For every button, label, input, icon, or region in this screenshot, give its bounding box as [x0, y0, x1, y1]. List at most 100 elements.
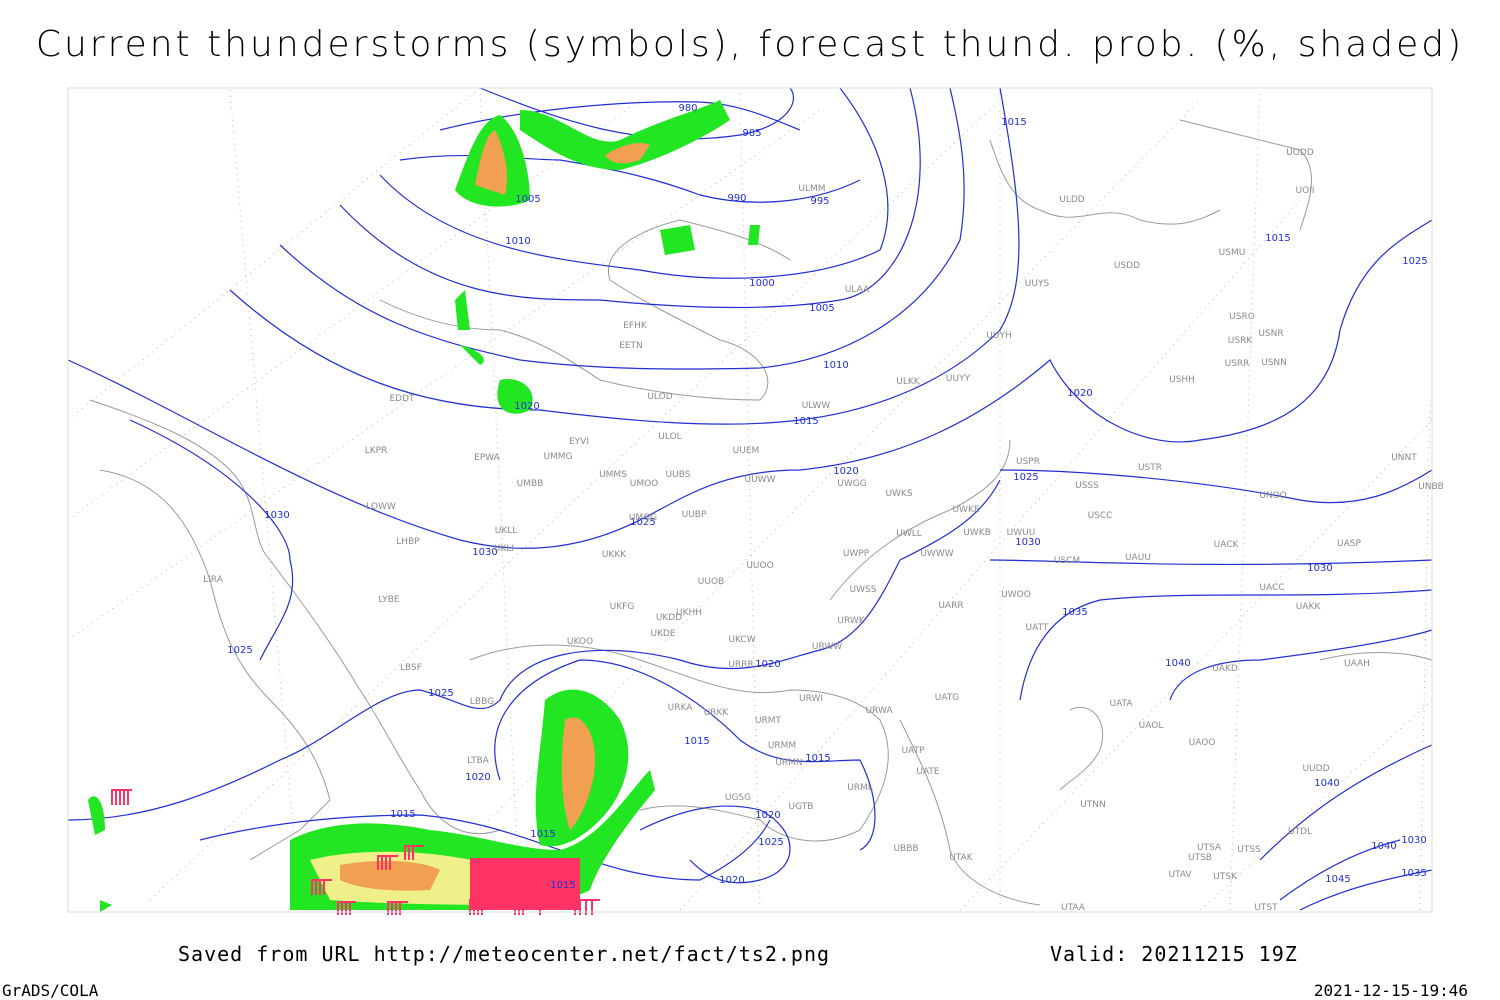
- station-code: UUBP: [682, 510, 707, 520]
- station-code: ULKK: [896, 377, 921, 387]
- station-code: URWA: [865, 706, 893, 716]
- station-code: UATE: [916, 767, 940, 777]
- station-code: UKLI: [494, 544, 514, 554]
- isobar-label: 1030: [1307, 563, 1332, 574]
- station-code: UATT: [1026, 623, 1049, 633]
- station-code: USNN: [1261, 358, 1287, 368]
- station-code: EPWA: [474, 453, 501, 463]
- station-code: UKOO: [567, 637, 593, 647]
- isobar-label: 1040: [1314, 778, 1339, 789]
- station-code: UAOO: [1189, 738, 1216, 748]
- station-code: UGTB: [789, 802, 814, 812]
- station-code: UUDD: [1302, 764, 1329, 774]
- isobar-label: 1030: [1015, 537, 1040, 548]
- isobar-label: 1030: [1401, 835, 1426, 846]
- station-code: USCM: [1054, 556, 1080, 566]
- station-code: ULAA: [845, 285, 870, 295]
- station-code: UTNN: [1080, 800, 1106, 810]
- isobar-label: 1025: [428, 688, 453, 699]
- isobar-label: 1025: [1402, 256, 1427, 267]
- isobar-label: 1020: [719, 875, 744, 886]
- station-code: LHBP: [396, 537, 420, 547]
- station-code: UUBS: [666, 470, 691, 480]
- station-code: UASP: [1337, 539, 1361, 549]
- station-code: UMMS: [599, 470, 627, 480]
- station-code: UTSS: [1237, 845, 1261, 855]
- station-code: UUYS: [1025, 279, 1050, 289]
- station-code: UWGG: [837, 479, 866, 489]
- isobar-label: 1020: [1067, 388, 1092, 399]
- station-code: UTSK: [1213, 872, 1238, 882]
- station-code: UTSB: [1188, 853, 1212, 863]
- isobar-label: 1030: [264, 510, 289, 521]
- station-code: USHH: [1169, 375, 1195, 385]
- isobar-label: 1020: [755, 810, 780, 821]
- station-code: UMGG: [629, 513, 657, 523]
- station-code: UWKE: [952, 505, 979, 515]
- isobar-label: 1035: [1401, 868, 1426, 879]
- station-code: ULWW: [802, 401, 831, 411]
- station-code: UUOO: [746, 561, 773, 571]
- isobar-label: 1010: [823, 360, 848, 371]
- station-code: UARR: [938, 601, 963, 611]
- station-code: ULOD: [647, 392, 672, 402]
- station-code: UGSG: [725, 793, 751, 803]
- isobar-label: 1015: [530, 829, 555, 840]
- station-code: USNR: [1258, 329, 1283, 339]
- station-code: UWSS: [850, 585, 877, 595]
- station-code: UUYY: [946, 374, 971, 384]
- station-code: ULMM: [798, 184, 825, 194]
- station-code: UTDL: [1288, 827, 1312, 837]
- station-code: USDD: [1114, 261, 1140, 271]
- station-code: UWUU: [1007, 528, 1036, 538]
- isobar-label: 990: [727, 193, 746, 204]
- isobar-label: 1025: [1013, 472, 1038, 483]
- station-code: UUYH: [986, 331, 1011, 341]
- station-code: LKPR: [365, 446, 388, 456]
- station-code: UKKK: [602, 550, 627, 560]
- station-code: UNBB: [1418, 482, 1444, 492]
- station-code: UAUU: [1125, 553, 1151, 563]
- station-code: URWK: [837, 616, 865, 626]
- software: GrADS/COLA: [2, 981, 99, 1000]
- station-code: UUWW: [745, 475, 776, 485]
- isobar-label: 1015: [390, 809, 415, 820]
- isobar-label: 1040: [1371, 841, 1396, 852]
- station-code: UACK: [1214, 540, 1240, 550]
- title: Current thunderstorms (symbols), forecas…: [36, 24, 1464, 65]
- station-code: LBBG: [470, 697, 494, 707]
- station-code: UWWW: [920, 549, 953, 559]
- isobar-label: 1025: [227, 645, 252, 656]
- station-code: LBSF: [400, 663, 422, 673]
- isobar-label: 1035: [1062, 607, 1087, 618]
- station-code: UMBB: [517, 479, 544, 489]
- thunderstorm-probability: [88, 100, 760, 912]
- station-code: UUOB: [698, 577, 724, 587]
- isobar-label: 1020: [465, 772, 490, 783]
- station-code: UWOO: [1001, 590, 1031, 600]
- isobar-label: 1005: [809, 303, 834, 314]
- station-code: USMU: [1219, 248, 1246, 258]
- station-code: UAAH: [1344, 659, 1370, 669]
- station-code: UMMG: [543, 452, 572, 462]
- station-code: URML: [847, 783, 873, 793]
- station-code: URWI: [799, 694, 823, 704]
- station-code: UWKB: [963, 528, 991, 538]
- isobars: [67, 87, 1433, 911]
- station-code: UKCW: [728, 635, 755, 645]
- isobar-label: 1040: [1165, 658, 1190, 669]
- station-code: UWLL: [896, 529, 922, 539]
- station-code: USCC: [1088, 511, 1113, 521]
- station-code: LYBE: [378, 595, 399, 605]
- station-code: UKLL: [495, 526, 518, 536]
- isobar-label: 1025: [630, 517, 655, 528]
- station-code: URRR: [728, 660, 753, 670]
- station-code: UAKK: [1296, 602, 1322, 612]
- isobar-label: 1015: [1001, 117, 1026, 128]
- station-code: UNOO: [1259, 491, 1287, 501]
- station-code: UBBB: [893, 844, 918, 854]
- station-code: UUEM: [733, 446, 760, 456]
- isobar-label: 1000: [749, 278, 774, 289]
